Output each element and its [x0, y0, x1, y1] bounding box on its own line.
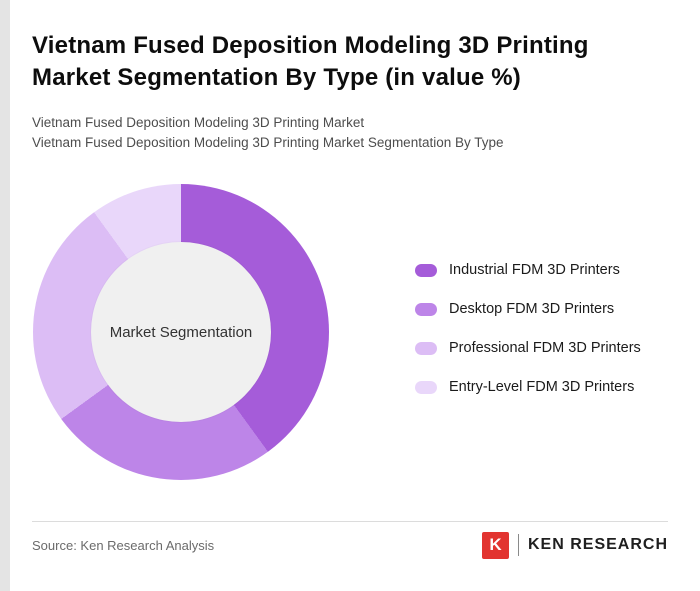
- left-edge-strip: [0, 0, 10, 591]
- subtitle-line-2: Vietnam Fused Deposition Modeling 3D Pri…: [32, 135, 504, 150]
- chart-title: Vietnam Fused Deposition Modeling 3D Pri…: [32, 32, 589, 92]
- logo-text: KEN RESEARCH: [527, 536, 668, 553]
- chart-legend: Industrial FDM 3D Printers Desktop FDM 3…: [415, 262, 641, 418]
- legend-label: Industrial FDM 3D Printers: [449, 262, 620, 278]
- legend-swatch-desktop: [415, 302, 437, 316]
- footer: Source: Ken Research Analysis K KEN RESE…: [32, 529, 668, 561]
- legend-item: Industrial FDM 3D Printers: [415, 262, 641, 278]
- donut-center: Market Segmentation: [91, 242, 271, 422]
- legend-swatch-industrial: [415, 263, 437, 277]
- ken-research-logo: K KEN RESEARCH: [481, 531, 668, 559]
- logo-k-icon: K: [481, 531, 509, 559]
- legend-item: Professional FDM 3D Printers: [415, 340, 641, 356]
- donut-chart: Market Segmentation: [33, 184, 329, 480]
- logo-divider: [517, 534, 519, 556]
- subtitle-line-1: Vietnam Fused Deposition Modeling 3D Pri…: [32, 115, 365, 130]
- legend-swatch-professional: [415, 341, 437, 355]
- legend-item: Entry-Level FDM 3D Printers: [415, 379, 641, 395]
- legend-label: Desktop FDM 3D Printers: [449, 301, 615, 317]
- legend-item: Desktop FDM 3D Printers: [415, 301, 641, 317]
- footer-divider: [32, 521, 668, 522]
- legend-swatch-entry-level: [415, 380, 437, 394]
- chart-subtitles: Vietnam Fused Deposition Modeling 3D Pri…: [32, 113, 504, 153]
- donut-center-label: Market Segmentation: [109, 323, 253, 341]
- legend-label: Entry-Level FDM 3D Printers: [449, 379, 635, 395]
- source-note: Source: Ken Research Analysis: [32, 537, 215, 553]
- legend-label: Professional FDM 3D Printers: [449, 340, 641, 356]
